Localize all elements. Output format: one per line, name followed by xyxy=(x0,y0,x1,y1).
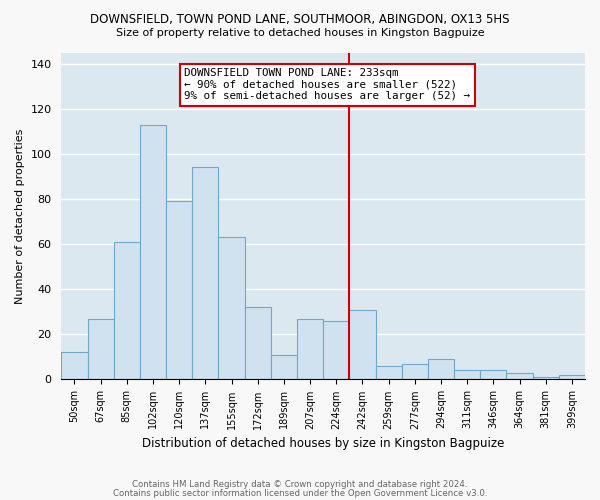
Text: Size of property relative to detached houses in Kingston Bagpuize: Size of property relative to detached ho… xyxy=(116,28,484,38)
Bar xyxy=(428,359,454,380)
Bar xyxy=(114,242,140,380)
Bar xyxy=(245,308,271,380)
Bar xyxy=(88,318,114,380)
Bar xyxy=(559,375,585,380)
Bar xyxy=(506,372,533,380)
Bar xyxy=(480,370,506,380)
Text: Contains HM Land Registry data © Crown copyright and database right 2024.: Contains HM Land Registry data © Crown c… xyxy=(132,480,468,489)
Bar xyxy=(166,202,193,380)
Bar xyxy=(376,366,402,380)
Text: DOWNSFIELD, TOWN POND LANE, SOUTHMOOR, ABINGDON, OX13 5HS: DOWNSFIELD, TOWN POND LANE, SOUTHMOOR, A… xyxy=(90,12,510,26)
Bar xyxy=(193,168,218,380)
Bar xyxy=(61,352,88,380)
Text: Contains public sector information licensed under the Open Government Licence v3: Contains public sector information licen… xyxy=(113,489,487,498)
Bar xyxy=(533,377,559,380)
Bar xyxy=(297,318,323,380)
Bar xyxy=(271,354,297,380)
Text: DOWNSFIELD TOWN POND LANE: 233sqm
← 90% of detached houses are smaller (522)
9% : DOWNSFIELD TOWN POND LANE: 233sqm ← 90% … xyxy=(184,68,470,102)
X-axis label: Distribution of detached houses by size in Kingston Bagpuize: Distribution of detached houses by size … xyxy=(142,437,505,450)
Bar xyxy=(140,124,166,380)
Bar xyxy=(349,310,376,380)
Bar xyxy=(218,238,245,380)
Bar xyxy=(402,364,428,380)
Y-axis label: Number of detached properties: Number of detached properties xyxy=(15,128,25,304)
Bar xyxy=(323,321,349,380)
Bar xyxy=(454,370,480,380)
